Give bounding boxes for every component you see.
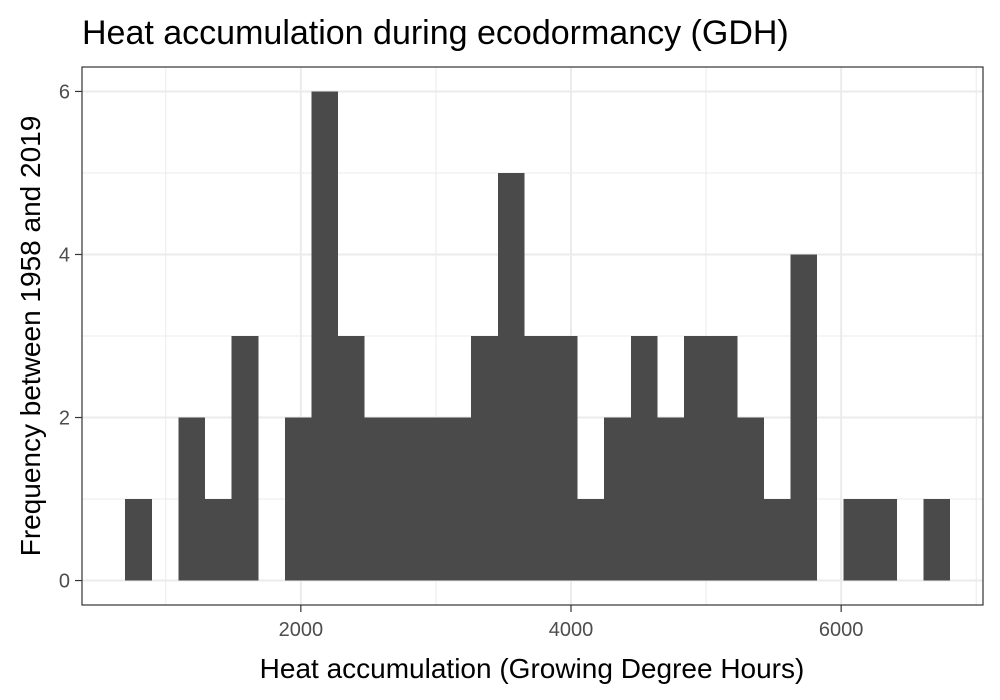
histogram-bar: [763, 499, 791, 581]
histogram-bar: [417, 417, 445, 581]
histogram-bar: [471, 336, 498, 581]
bars-layer: [125, 91, 951, 581]
histogram-bar: [364, 417, 392, 581]
histogram-bar: [205, 499, 232, 581]
histogram-bar: [790, 254, 818, 581]
histogram-bar: [604, 417, 631, 581]
histogram-bar: [338, 336, 365, 581]
y-axis: 0 2 4 6: [59, 81, 82, 593]
histogram-bar: [391, 417, 418, 581]
histogram-bar: [923, 499, 951, 581]
y-tick-label: 0: [59, 571, 70, 593]
histogram-bar: [577, 499, 605, 581]
y-tick-label: 2: [59, 408, 70, 430]
histogram-bar: [178, 417, 206, 581]
histogram-bar: [737, 417, 764, 581]
histogram-bar: [684, 336, 711, 581]
histogram-bar: [125, 499, 152, 581]
histogram-bar: [710, 336, 738, 581]
histogram-bar: [551, 336, 578, 581]
histogram-bar: [284, 417, 312, 581]
histogram-bar: [311, 91, 339, 581]
y-axis-title: Frequency between 1958 and 2019: [15, 116, 46, 557]
x-tick-label: 4000: [549, 619, 594, 641]
histogram-bar: [444, 417, 472, 581]
y-tick-label: 6: [59, 81, 70, 103]
histogram-bar: [870, 499, 897, 581]
histogram-bar: [657, 417, 685, 581]
plot-panel-border: [81, 66, 984, 606]
x-tick-label: 6000: [819, 619, 864, 641]
histogram-bar: [231, 336, 259, 581]
chart-title: Heat accumulation during ecodormancy (GD…: [82, 14, 789, 52]
histogram-bar: [630, 336, 658, 581]
histogram-bar: [843, 499, 871, 581]
x-tick-label: 2000: [279, 619, 324, 641]
x-axis: 2000 4000 6000: [279, 605, 864, 641]
histogram-bar: [524, 336, 552, 581]
histogram-bar: [497, 172, 525, 581]
y-tick-label: 4: [59, 244, 70, 266]
x-axis-title: Heat accumulation (Growing Degree Hours): [260, 653, 805, 684]
